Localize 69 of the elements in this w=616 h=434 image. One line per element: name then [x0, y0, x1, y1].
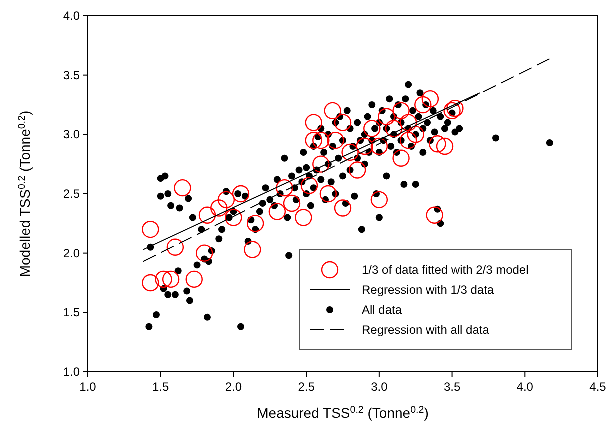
point: [232, 185, 250, 203]
point: [174, 179, 192, 197]
x-tick-label: 2.0: [225, 380, 242, 394]
point: [364, 120, 381, 138]
x-tick-label: 3.5: [444, 380, 461, 394]
point: [155, 270, 172, 288]
point: [210, 200, 228, 217]
legend-label: All data: [362, 303, 402, 317]
point: [324, 102, 342, 120]
point: [246, 215, 264, 232]
y-tick-label: 1.5: [63, 306, 80, 320]
point: [334, 114, 352, 132]
x-tick-label: 1.0: [80, 380, 97, 394]
point: [348, 162, 366, 179]
y-tick-label: 3.0: [63, 128, 80, 142]
point: [400, 114, 418, 132]
point: [283, 194, 301, 212]
y-tick-label: 1.0: [63, 365, 80, 379]
point: [444, 102, 461, 120]
x-tick-label: 3.0: [371, 380, 388, 394]
point: [196, 244, 214, 262]
point: [276, 179, 294, 197]
point: [446, 100, 464, 118]
point: [426, 206, 444, 224]
point: [198, 206, 216, 224]
point: [392, 102, 410, 120]
point: [142, 274, 160, 292]
point: [414, 96, 432, 114]
point: [186, 270, 203, 288]
point: [218, 191, 236, 209]
point: [436, 138, 454, 156]
point: [305, 132, 322, 150]
point: [334, 200, 352, 217]
point: [225, 209, 242, 226]
point: [400, 132, 418, 150]
point: [162, 270, 180, 288]
point: [142, 221, 160, 238]
point: [268, 203, 286, 220]
legend-label: 1/3 of data fitted with 2/3 model: [362, 263, 529, 277]
y-tick-label: 2.5: [63, 187, 80, 201]
point: [407, 126, 424, 144]
point: [305, 114, 322, 132]
point: [244, 241, 262, 258]
x-axis-title: Measured TSS$^{0.2}$ (Tonne$^{0.2}$): [257, 404, 429, 421]
x-tick-label: 4.5: [590, 380, 607, 394]
point: [385, 120, 403, 138]
point: [166, 238, 184, 256]
point: [342, 144, 359, 162]
x-tick-label: 4.0: [516, 380, 534, 394]
point: [312, 132, 330, 150]
y-tick-label: 2.0: [63, 246, 80, 260]
point: [312, 156, 330, 173]
point: [370, 138, 388, 156]
y-tick-label: 3.5: [63, 68, 80, 82]
x-tick-label: 2.5: [298, 380, 316, 394]
legend-label: Regression with all data: [362, 323, 490, 337]
point: [392, 150, 410, 167]
x-tick-label: 1.5: [152, 380, 170, 394]
point: [320, 185, 338, 203]
point: [370, 191, 388, 209]
point: [356, 138, 374, 156]
point: [327, 132, 344, 150]
point: [295, 209, 312, 226]
point: [429, 136, 446, 153]
legend-label: Regression with 1/3 data: [362, 283, 494, 297]
point: [422, 90, 440, 108]
y-tick-label: 4.0: [63, 9, 80, 23]
point: [378, 108, 396, 126]
point: [300, 177, 318, 194]
